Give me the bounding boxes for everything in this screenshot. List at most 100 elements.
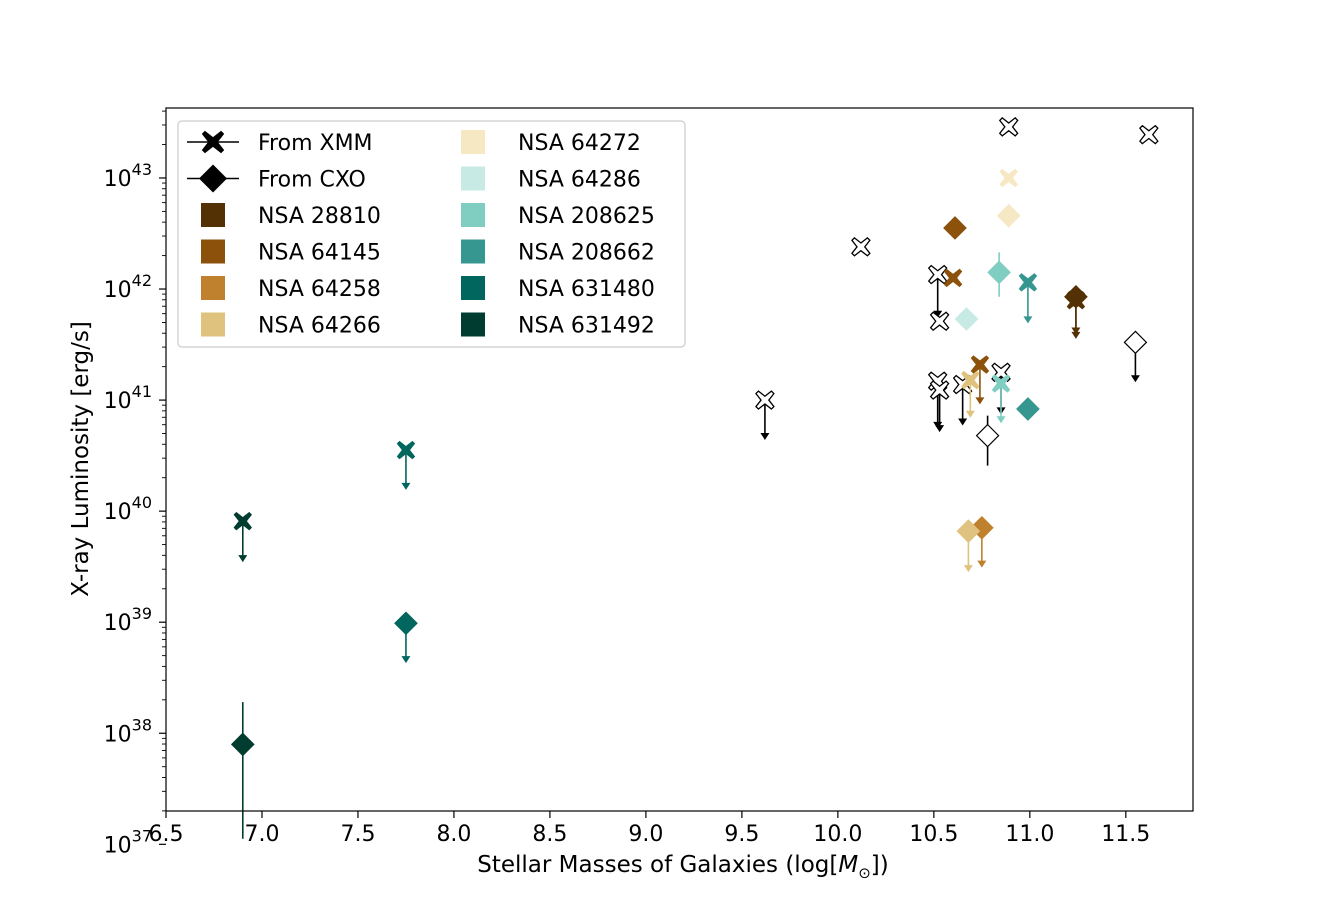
x-marker [396, 440, 416, 460]
upper-limit-arrow [760, 432, 770, 440]
plot-frame [165, 107, 1194, 812]
x-tick-label: 7.0 [244, 822, 279, 847]
xmm-point [927, 264, 948, 318]
upper-limit-arrow [1023, 316, 1033, 324]
cxo-point [987, 252, 1011, 297]
x-marker [1018, 273, 1038, 292]
cxo-point [1123, 330, 1148, 383]
diamond-marker [230, 732, 255, 757]
legend: From XMM From CXO NSA 28810 NSA 64145 NSA 64… [177, 120, 686, 348]
diamond-marker [943, 216, 967, 240]
x-marker [998, 117, 1019, 137]
xmm-point [998, 117, 1019, 137]
upper-limit-arrow [963, 565, 973, 573]
upper-limit-arrow [1130, 375, 1140, 383]
cxo-point [1064, 284, 1088, 335]
x-marker [1139, 124, 1159, 145]
legend-swatch [461, 166, 485, 191]
xmm-point [851, 236, 871, 257]
x-tick-label: 11.5 [1101, 822, 1150, 847]
upper-limit-arrow [996, 416, 1006, 424]
legend-label: NSA 64272 [518, 131, 641, 156]
x-marker [851, 236, 871, 257]
y-axis-label: X-ray Luminosity [erg/s] [68, 321, 94, 597]
xmm-point [1018, 273, 1038, 324]
cxo-point [996, 203, 1021, 228]
legend-label: From XMM [258, 131, 373, 156]
legend-entry: NSA 64145 [201, 239, 381, 266]
x-marker [929, 311, 950, 332]
legend-label: NSA 631480 [518, 277, 655, 302]
legend-entry: NSA 28810 [201, 203, 381, 229]
upper-limit-arrow [401, 482, 411, 490]
x-marker [970, 355, 990, 374]
y-tick-label: 1039 [104, 604, 152, 636]
x-tick-label: 11.0 [1005, 822, 1054, 847]
upper-limit-arrow [1071, 327, 1081, 335]
upper-limit-arrow [965, 410, 975, 418]
cxo-point [975, 415, 1000, 466]
x-marker [929, 380, 950, 400]
legend-entry: NSA 64258 [201, 276, 381, 302]
x-tick-label: 8.0 [436, 822, 471, 847]
cxo-point [394, 611, 418, 664]
legend-label: NSA 64286 [518, 168, 641, 193]
xmm-point [396, 440, 416, 490]
legend-swatch [461, 203, 485, 227]
diamond-marker [975, 423, 1000, 448]
legend-label: NSA 28810 [258, 204, 381, 229]
legend-entry: NSA 64286 [461, 166, 641, 193]
legend-swatch [201, 276, 225, 300]
legend-entry: NSA 64266 [201, 312, 381, 339]
legend-frame [177, 120, 686, 348]
legend-swatch [201, 203, 225, 227]
x-marker [999, 168, 1019, 188]
legend-entry: From CXO [187, 164, 366, 193]
legend-label: NSA 631492 [518, 314, 655, 339]
legend-label: NSA 208662 [518, 241, 655, 266]
diamond-marker [956, 519, 981, 543]
upper-limit-arrow [977, 560, 987, 568]
upper-limit-arrow [238, 555, 248, 563]
x-tick-label: 8.5 [532, 822, 567, 847]
y-tick-label: 1042 [104, 271, 152, 303]
diamond-marker [394, 611, 418, 636]
y-tick-label: 1038 [104, 715, 152, 747]
xmm-point [929, 311, 950, 332]
diamond-marker [1123, 330, 1148, 355]
upper-limit-arrow [958, 418, 968, 426]
xmm-point [943, 268, 963, 288]
x-tick-label: 10.0 [813, 822, 862, 847]
x-marker [943, 268, 963, 288]
legend-entry: NSA 631480 [461, 276, 655, 302]
x-tick-label: 6.5 [149, 822, 184, 847]
x-marker [927, 264, 948, 285]
x-tick-label: 9.5 [724, 822, 759, 847]
legend-swatch [461, 276, 485, 300]
xmm-point [961, 370, 980, 418]
x-marker [961, 370, 980, 390]
upper-limit-arrow [933, 310, 943, 318]
legend-swatch [461, 312, 485, 337]
legend-entry: NSA 631492 [461, 312, 655, 339]
legend-entry: From XMM [187, 130, 373, 156]
legend-swatch [461, 239, 485, 264]
xmm-point [999, 168, 1019, 188]
legend-swatch [201, 312, 225, 337]
x-marker [233, 511, 253, 531]
legend-label: NSA 64266 [258, 314, 381, 339]
legend-swatch [461, 130, 485, 154]
upper-limit-arrow [1071, 331, 1081, 339]
y-tick-label: 1037 [104, 826, 152, 858]
diamond-marker [987, 260, 1011, 285]
cxo-point [956, 519, 981, 573]
diamond-marker [1016, 397, 1040, 421]
legend-entry: NSA 208662 [461, 239, 655, 266]
legend-entry: NSA 64272 [461, 130, 641, 156]
cxo-point [1016, 397, 1040, 421]
cxo-point [954, 307, 979, 331]
legend-x-marker [201, 130, 225, 154]
xmm-point [927, 371, 948, 429]
x-marker [991, 374, 1011, 393]
